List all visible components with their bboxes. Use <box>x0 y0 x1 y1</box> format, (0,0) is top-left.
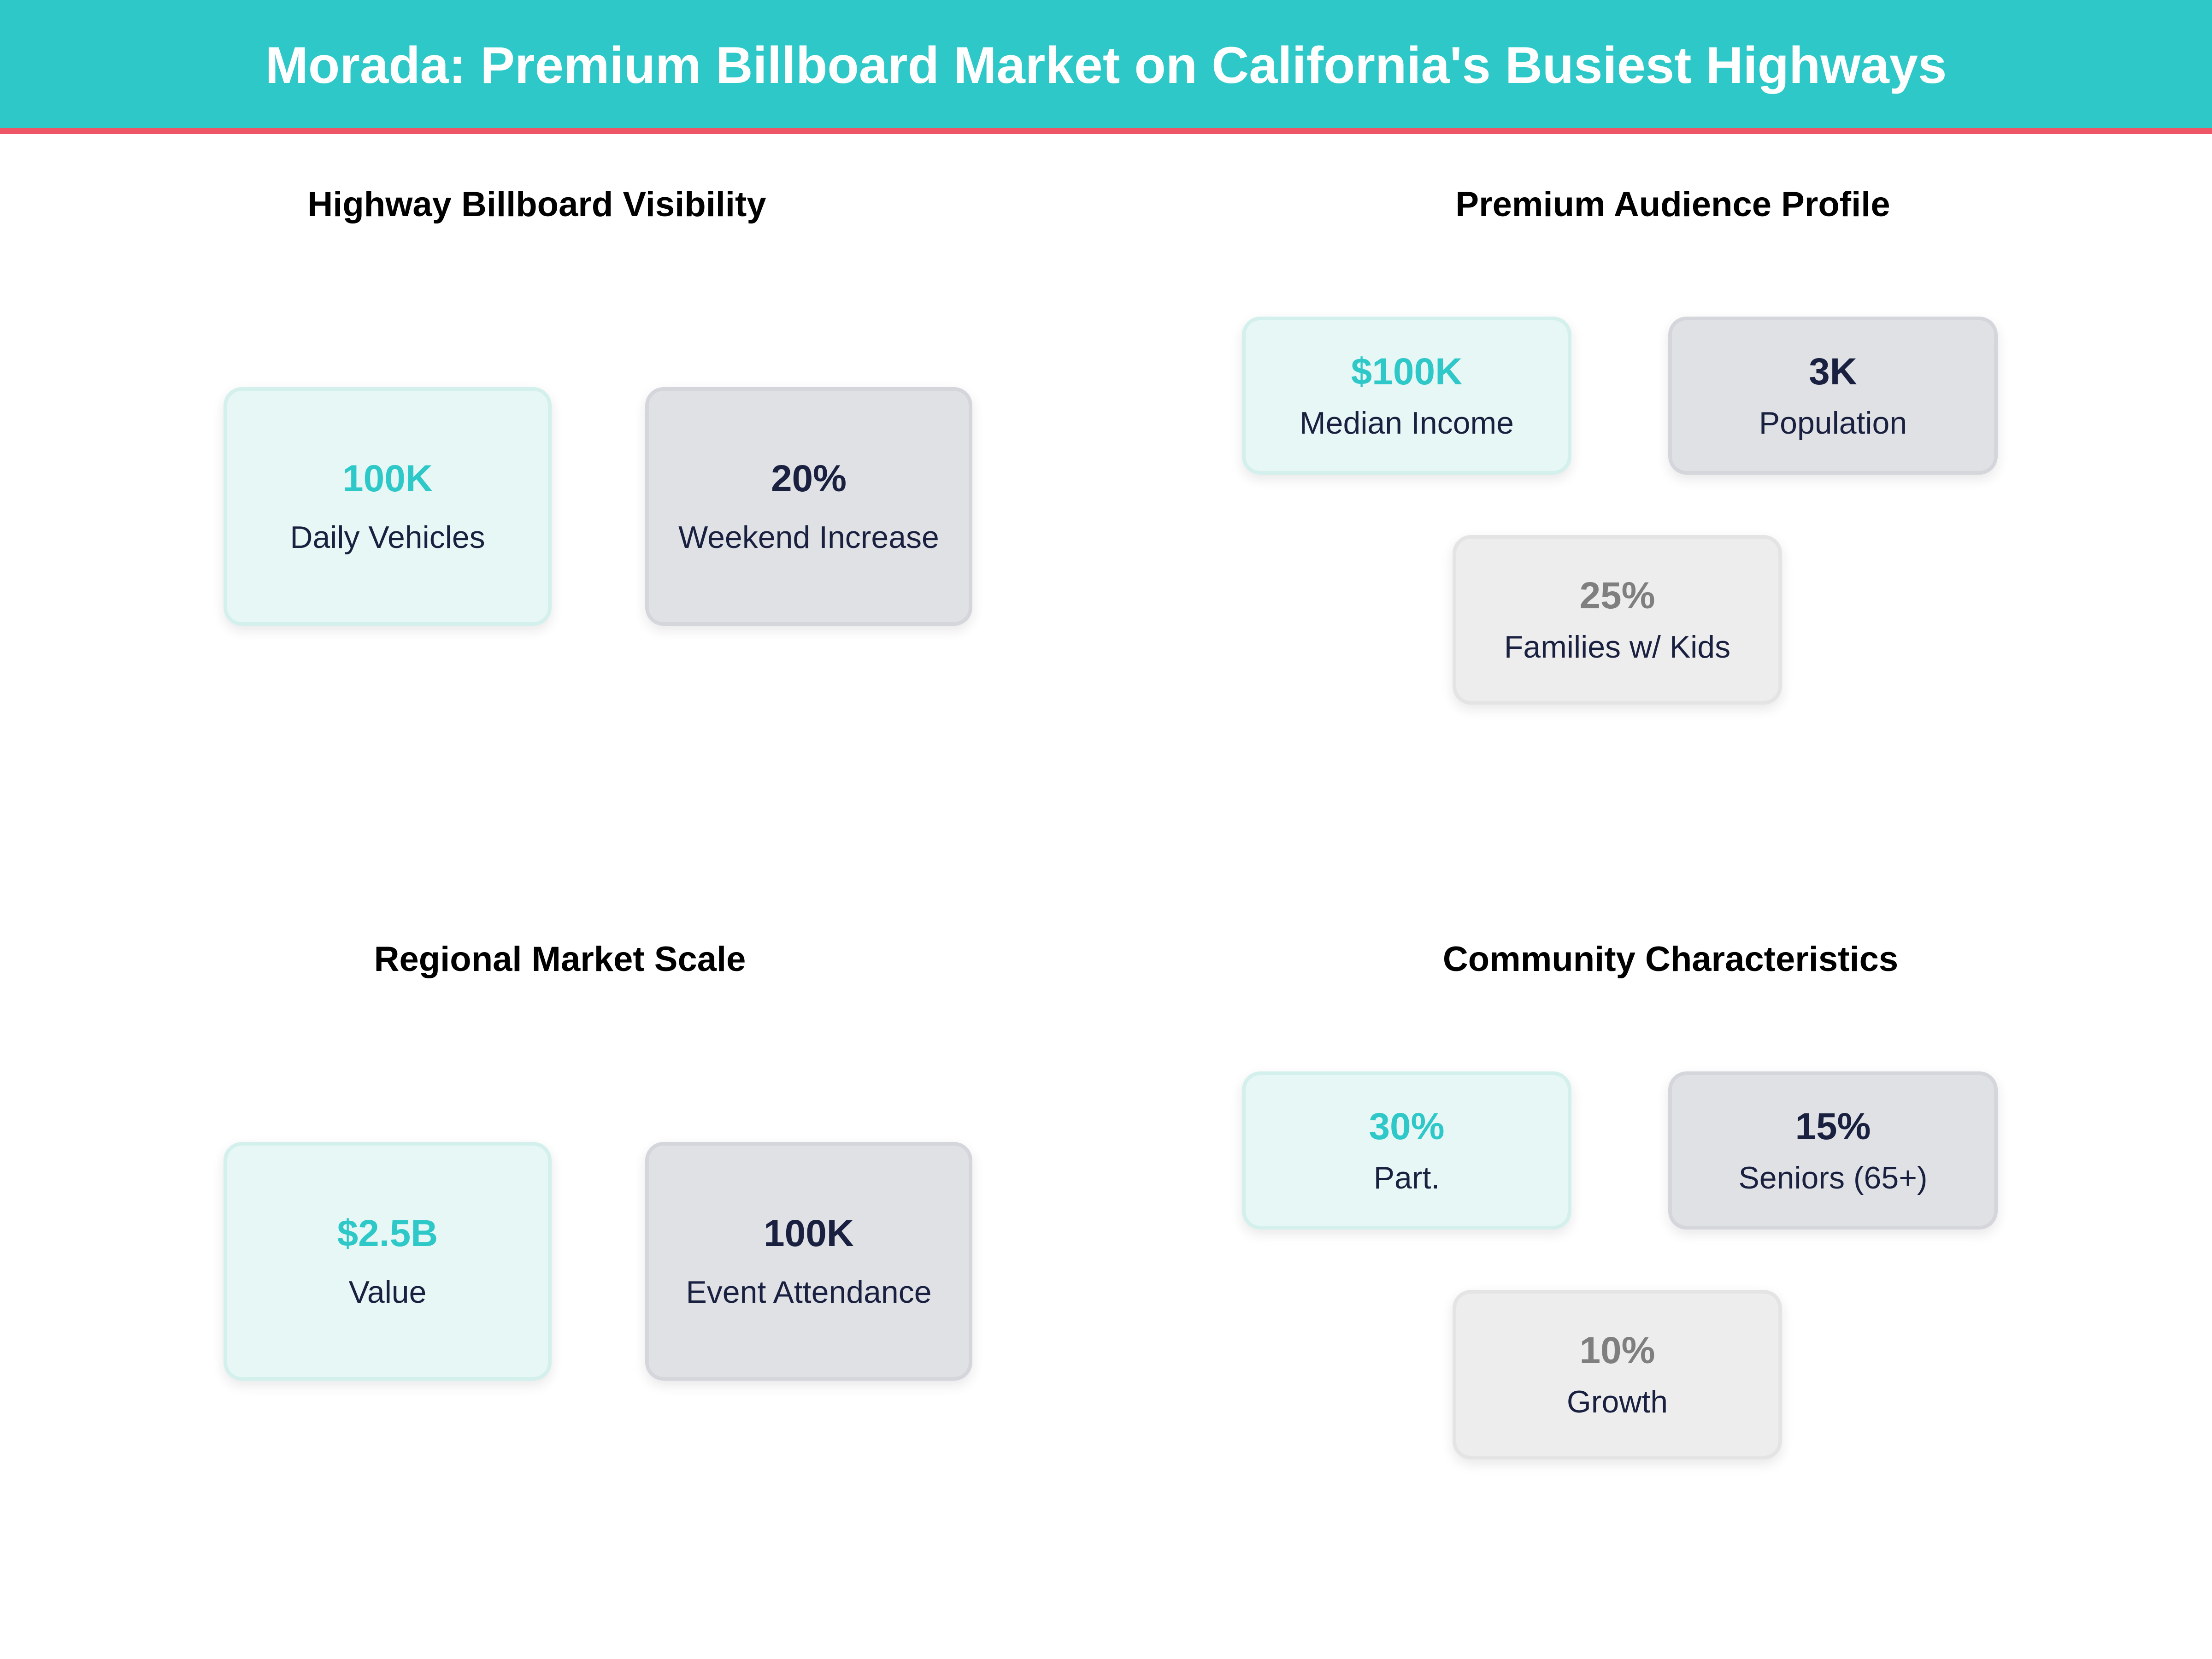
panel-premium-audience-profile: Premium Audience Profile $100K Median In… <box>1074 158 2212 884</box>
stat-card-families-with-kids[interactable]: 25% Families w/ Kids <box>1453 535 1782 705</box>
stat-value: 20% <box>771 458 847 500</box>
panel-regional-market-scale: Regional Market Scale $2.5B Value 100K E… <box>0 913 1074 1639</box>
stat-card-value[interactable]: $2.5B Value <box>224 1142 552 1381</box>
stat-label: Population <box>1759 405 1907 441</box>
stat-label: Median Income <box>1300 405 1514 441</box>
stat-value: $100K <box>1351 350 1463 393</box>
stat-label: Weekend Increase <box>678 520 939 555</box>
stat-card-median-income[interactable]: $100K Median Income <box>1242 317 1571 475</box>
header-accent-rule <box>0 128 2212 134</box>
stat-value: 10% <box>1579 1330 1655 1371</box>
panel-highway-billboard-visibility: Highway Billboard Visibility 100K Daily … <box>0 158 1074 884</box>
stat-value: 3K <box>1809 350 1857 393</box>
stat-value: 30% <box>1369 1105 1445 1147</box>
stat-label: Growth <box>1566 1384 1668 1419</box>
stat-card-daily-vehicles[interactable]: 100K Daily Vehicles <box>224 387 552 626</box>
stat-value: 100K <box>763 1212 854 1254</box>
stat-label: Seniors (65+) <box>1738 1160 1928 1195</box>
header-band: Morada: Premium Billboard Market on Cali… <box>0 0 2212 128</box>
panel-title-audience: Premium Audience Profile <box>1455 185 1890 224</box>
stat-card-participation[interactable]: 30% Part. <box>1242 1071 1571 1230</box>
dashboard-panels: Highway Billboard Visibility 100K Daily … <box>0 134 2212 1659</box>
stat-label: Value <box>348 1275 427 1310</box>
panel-title-community: Community Characteristics <box>1442 940 1899 979</box>
panel-title-regional: Regional Market Scale <box>374 940 746 979</box>
page-title: Morada: Premium Billboard Market on Cali… <box>265 36 1947 94</box>
stat-card-event-attendance[interactable]: 100K Event Attendance <box>645 1142 972 1381</box>
stat-value: 100K <box>342 458 433 500</box>
stat-value: $2.5B <box>337 1212 438 1254</box>
stat-label: Families w/ Kids <box>1504 629 1731 665</box>
panel-community-characteristics: Community Characteristics 30% Part. 15% … <box>1074 913 2212 1639</box>
stat-card-weekend-increase[interactable]: 20% Weekend Increase <box>645 387 972 626</box>
stat-label: Part. <box>1373 1160 1440 1195</box>
stat-card-growth[interactable]: 10% Growth <box>1453 1290 1782 1459</box>
stat-card-population[interactable]: 3K Population <box>1668 317 1998 475</box>
panel-title-highway: Highway Billboard Visibility <box>307 185 766 224</box>
stat-value: 15% <box>1795 1105 1871 1147</box>
stat-label: Event Attendance <box>686 1275 932 1310</box>
stat-value: 25% <box>1579 575 1655 617</box>
stat-label: Daily Vehicles <box>290 520 485 555</box>
stat-card-seniors[interactable]: 15% Seniors (65+) <box>1668 1071 1998 1230</box>
